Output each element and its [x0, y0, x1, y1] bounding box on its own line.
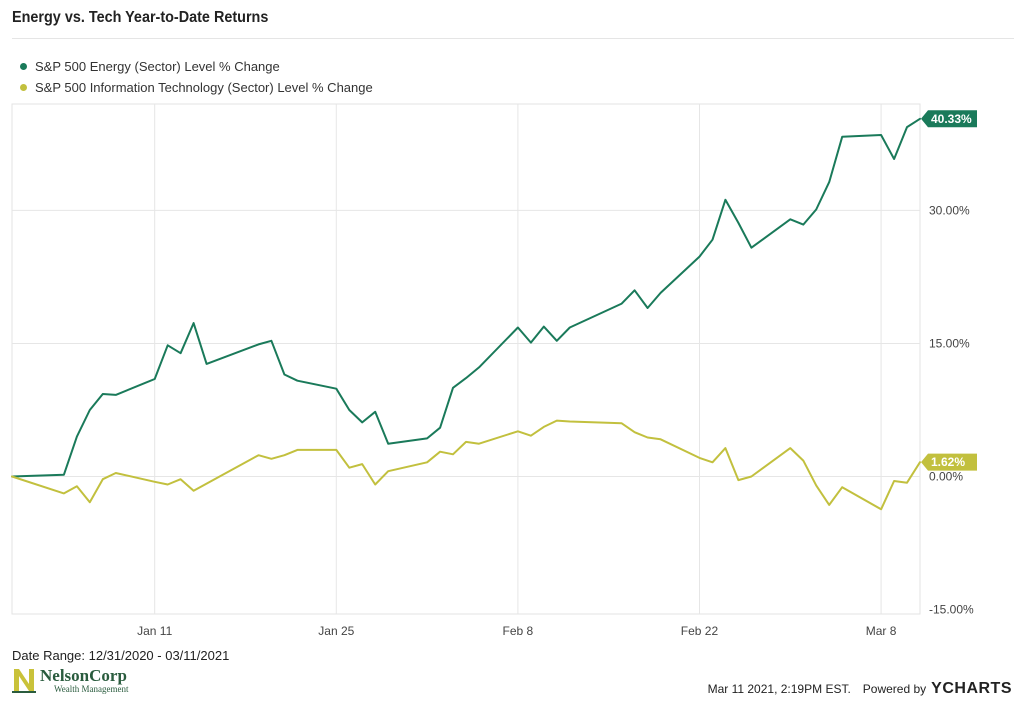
energy-value-flag-label: 40.33% — [931, 112, 972, 126]
legend-item-tech[interactable]: S&P 500 Information Technology (Sector) … — [12, 77, 373, 98]
x-tick-label: Feb 22 — [681, 624, 719, 638]
ycharts-logo[interactable]: YCHARTS — [931, 680, 1012, 697]
plot-frame — [11, 103, 921, 615]
tech-value-flag-label: 1.62% — [931, 455, 965, 469]
y-tick-label: -15.00% — [929, 603, 974, 617]
footer-attribution: Mar 11 2021, 2:19PM EST. Powered by YCHA… — [708, 680, 1012, 698]
date-range: Date Range: 12/31/2020 - 03/11/2021 — [12, 648, 230, 663]
x-tick-label: Jan 25 — [318, 624, 354, 638]
y-tick-label: 30.00% — [929, 203, 970, 217]
legend-item-energy[interactable]: S&P 500 Energy (Sector) Level % Change — [12, 56, 373, 77]
legend-label-tech: S&P 500 Information Technology (Sector) … — [35, 80, 373, 95]
chart-legend: S&P 500 Energy (Sector) Level % Change S… — [12, 56, 373, 98]
tech-value-flag-shape — [921, 453, 977, 471]
nelsoncorp-logo-icon — [12, 669, 36, 693]
energy-value-flag-shape — [921, 110, 977, 128]
title-divider — [12, 38, 1014, 39]
x-tick-label: Feb 8 — [503, 624, 534, 638]
y-tick-label: 0.00% — [929, 470, 963, 484]
nelsoncorp-logo: NelsonCorp Wealth Management — [12, 665, 152, 695]
logo-subtitle: Wealth Management — [54, 684, 129, 694]
energy-line — [11, 117, 921, 478]
legend-dot-energy — [20, 63, 27, 70]
chart-title: Energy vs. Tech Year-to-Date Returns — [12, 9, 269, 26]
x-tick-label: Jan 11 — [137, 624, 172, 638]
logo-name: NelsonCorp — [40, 666, 127, 685]
powered-by-label: Powered by — [862, 682, 927, 696]
tech-line — [11, 419, 921, 511]
y-tick-label: 15.00% — [929, 336, 970, 350]
timestamp: Mar 11 2021, 2:19PM EST. — [707, 682, 851, 696]
x-tick-label: Mar 8 — [866, 624, 897, 638]
legend-dot-tech — [20, 84, 27, 91]
legend-label-energy: S&P 500 Energy (Sector) Level % Change — [35, 59, 280, 74]
